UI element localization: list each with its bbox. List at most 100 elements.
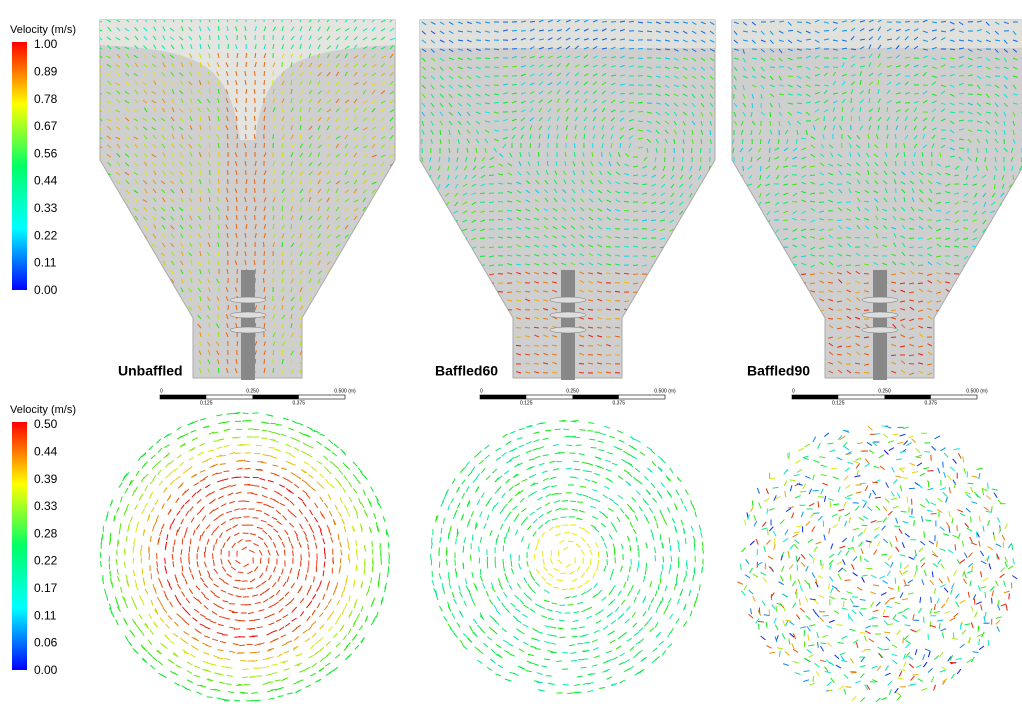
vector (480, 337, 485, 338)
vector (946, 364, 950, 367)
vector (748, 220, 752, 224)
vector (263, 530, 268, 534)
vector (738, 256, 743, 257)
vector (273, 44, 274, 49)
vector (489, 319, 494, 320)
scale-label: 0.250 (246, 388, 259, 394)
vector (1009, 310, 1013, 312)
vector (330, 484, 334, 488)
vector (990, 345, 995, 346)
vector (167, 580, 170, 585)
vector (259, 610, 265, 612)
vector (706, 238, 710, 241)
vector (638, 102, 643, 103)
vector (212, 611, 217, 614)
vector (342, 592, 344, 598)
vector (851, 49, 856, 50)
vector (268, 558, 269, 564)
vector (170, 316, 174, 319)
vector (480, 346, 485, 347)
vector (756, 256, 761, 258)
vector (283, 478, 288, 481)
vector (429, 184, 431, 189)
vector (683, 148, 684, 153)
vector (219, 578, 224, 581)
vector (345, 603, 347, 609)
vector (390, 306, 394, 310)
vector (624, 345, 629, 346)
vector (98, 316, 102, 319)
colorbar-tick: 0.44 (34, 444, 58, 458)
vector (638, 48, 643, 49)
vector (97, 254, 102, 256)
vector (108, 225, 111, 229)
vector (453, 274, 458, 276)
vector (633, 309, 638, 310)
vector (196, 524, 199, 529)
vector (144, 252, 147, 256)
vector (342, 519, 345, 524)
vector (426, 355, 431, 356)
vector (117, 342, 120, 346)
vector (345, 315, 348, 319)
vector (235, 560, 240, 563)
vector (338, 534, 339, 540)
vector (642, 238, 647, 239)
vector (145, 486, 148, 491)
vector (973, 292, 977, 295)
vector (191, 341, 192, 346)
vector (696, 337, 701, 338)
vector (137, 522, 138, 528)
vector (354, 316, 358, 319)
vector (276, 590, 280, 595)
vector (115, 263, 120, 265)
vector (124, 209, 129, 211)
vector (152, 464, 156, 468)
vector (240, 660, 246, 661)
colorbar-tick: 0.67 (34, 119, 58, 133)
vector (828, 318, 833, 319)
vector (372, 263, 377, 265)
vector (345, 506, 348, 511)
vector (453, 319, 458, 320)
vector (937, 346, 941, 348)
vector (194, 609, 199, 612)
vector (227, 675, 233, 676)
vector (197, 499, 201, 503)
vector (164, 591, 166, 596)
vector (267, 632, 272, 635)
vector (937, 352, 941, 355)
vector (291, 473, 296, 476)
vector (361, 581, 362, 587)
vector (325, 663, 330, 666)
vector (462, 256, 467, 258)
vector (264, 251, 265, 256)
vector (963, 319, 968, 320)
vector (308, 446, 313, 449)
vector (264, 616, 270, 618)
vector (999, 247, 1004, 248)
vector (801, 290, 806, 292)
vector (235, 517, 241, 518)
vector (153, 279, 156, 283)
vector (436, 229, 440, 232)
vector (480, 301, 485, 302)
scale-label: 0.125 (520, 400, 533, 406)
vector (418, 274, 422, 277)
vector (498, 201, 503, 202)
vector (318, 360, 321, 364)
vector (435, 292, 440, 294)
vector (232, 543, 236, 548)
vector (801, 354, 806, 355)
vector (317, 603, 320, 608)
vector (297, 535, 299, 541)
vector (941, 75, 946, 76)
vector (629, 48, 634, 49)
vector (151, 573, 152, 579)
vector (372, 370, 376, 373)
vector (426, 301, 431, 303)
vector (354, 582, 355, 588)
vector (1018, 265, 1022, 268)
vector (973, 364, 977, 367)
vector (748, 328, 752, 332)
